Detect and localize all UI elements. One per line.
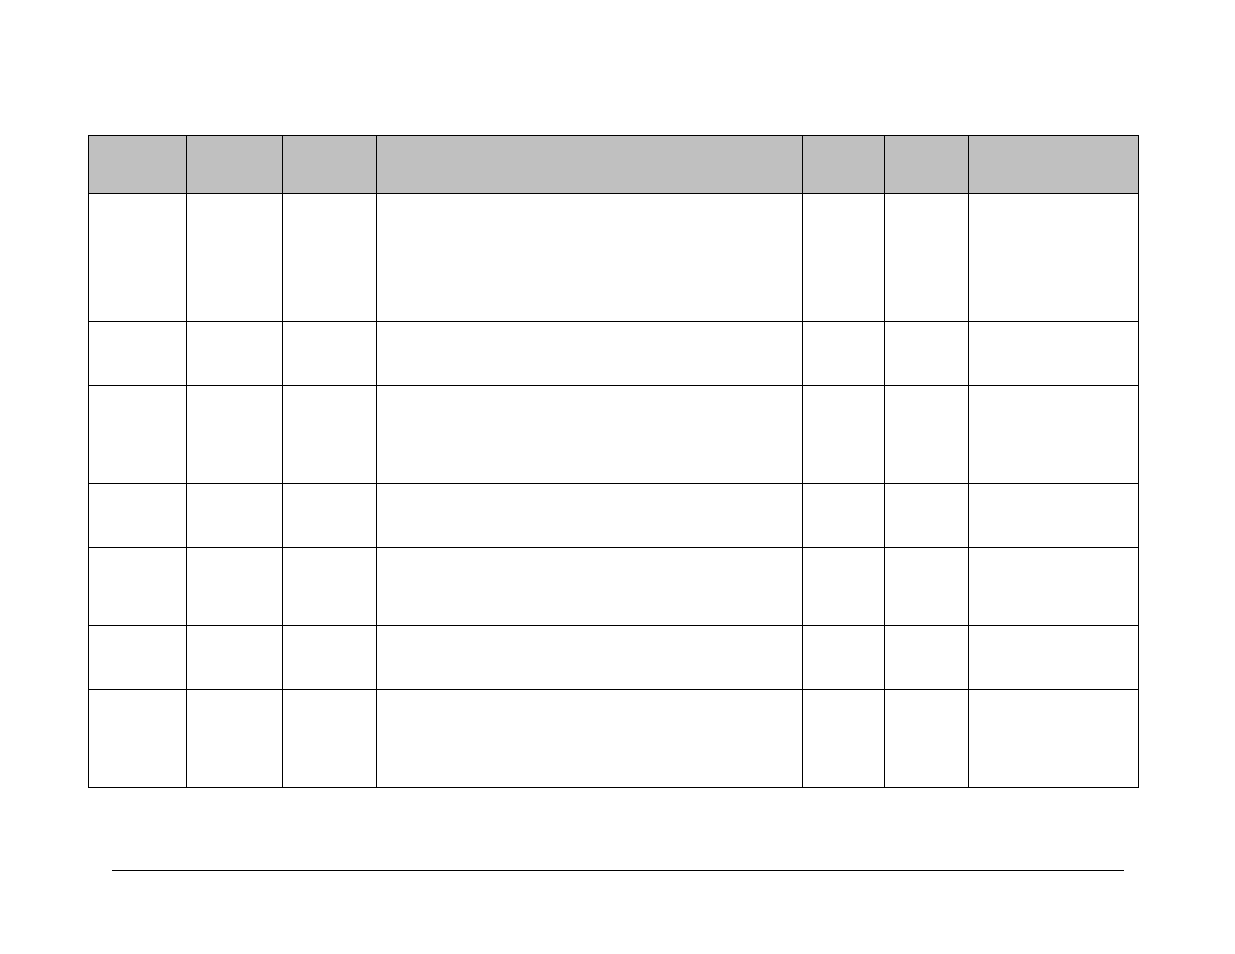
table-cell [803, 386, 885, 484]
table-cell [89, 484, 187, 548]
table-cell [969, 484, 1139, 548]
table-cell [283, 386, 377, 484]
table-cell [969, 626, 1139, 690]
data-table-container [88, 135, 1139, 788]
table-cell [377, 690, 803, 788]
table-cell [187, 626, 283, 690]
table-cell [89, 386, 187, 484]
table-cell [187, 322, 283, 386]
table-row [89, 626, 1139, 690]
table-row [89, 484, 1139, 548]
table-cell [187, 386, 283, 484]
table-cell [885, 386, 969, 484]
table-cell [969, 194, 1139, 322]
table-cell [89, 322, 187, 386]
table-row [89, 386, 1139, 484]
table-header-row [89, 136, 1139, 194]
table-cell [283, 690, 377, 788]
page [0, 0, 1235, 954]
table-cell [803, 194, 885, 322]
table-cell [803, 690, 885, 788]
table-cell [969, 322, 1139, 386]
table-header-cell [187, 136, 283, 194]
table-row [89, 548, 1139, 626]
table-cell [89, 626, 187, 690]
table-header-cell [377, 136, 803, 194]
table-cell [89, 194, 187, 322]
table-cell [187, 548, 283, 626]
table-cell [187, 690, 283, 788]
table-cell [885, 322, 969, 386]
table-cell [969, 386, 1139, 484]
table-cell [377, 322, 803, 386]
table-cell [803, 626, 885, 690]
table-cell [283, 626, 377, 690]
table-cell [187, 194, 283, 322]
table-header-cell [89, 136, 187, 194]
table-cell [803, 322, 885, 386]
table-cell [283, 548, 377, 626]
table-cell [969, 548, 1139, 626]
table-cell [803, 484, 885, 548]
table-header-cell [803, 136, 885, 194]
table-row [89, 322, 1139, 386]
table-cell [885, 548, 969, 626]
table-cell [885, 194, 969, 322]
table-cell [969, 690, 1139, 788]
table-header-cell [885, 136, 969, 194]
table-cell [377, 548, 803, 626]
table-row [89, 194, 1139, 322]
table-cell [803, 548, 885, 626]
table-cell [885, 484, 969, 548]
table-cell [885, 626, 969, 690]
table-header-cell [283, 136, 377, 194]
table-cell [89, 548, 187, 626]
data-table [88, 135, 1139, 788]
table-cell [377, 484, 803, 548]
footer-rule [112, 870, 1124, 871]
table-cell [89, 690, 187, 788]
table-cell [377, 386, 803, 484]
table-cell [283, 194, 377, 322]
table-cell [377, 194, 803, 322]
table-cell [885, 690, 969, 788]
table-header-cell [969, 136, 1139, 194]
table-row [89, 690, 1139, 788]
table-cell [283, 484, 377, 548]
table-cell [377, 626, 803, 690]
table-cell [283, 322, 377, 386]
table-cell [187, 484, 283, 548]
